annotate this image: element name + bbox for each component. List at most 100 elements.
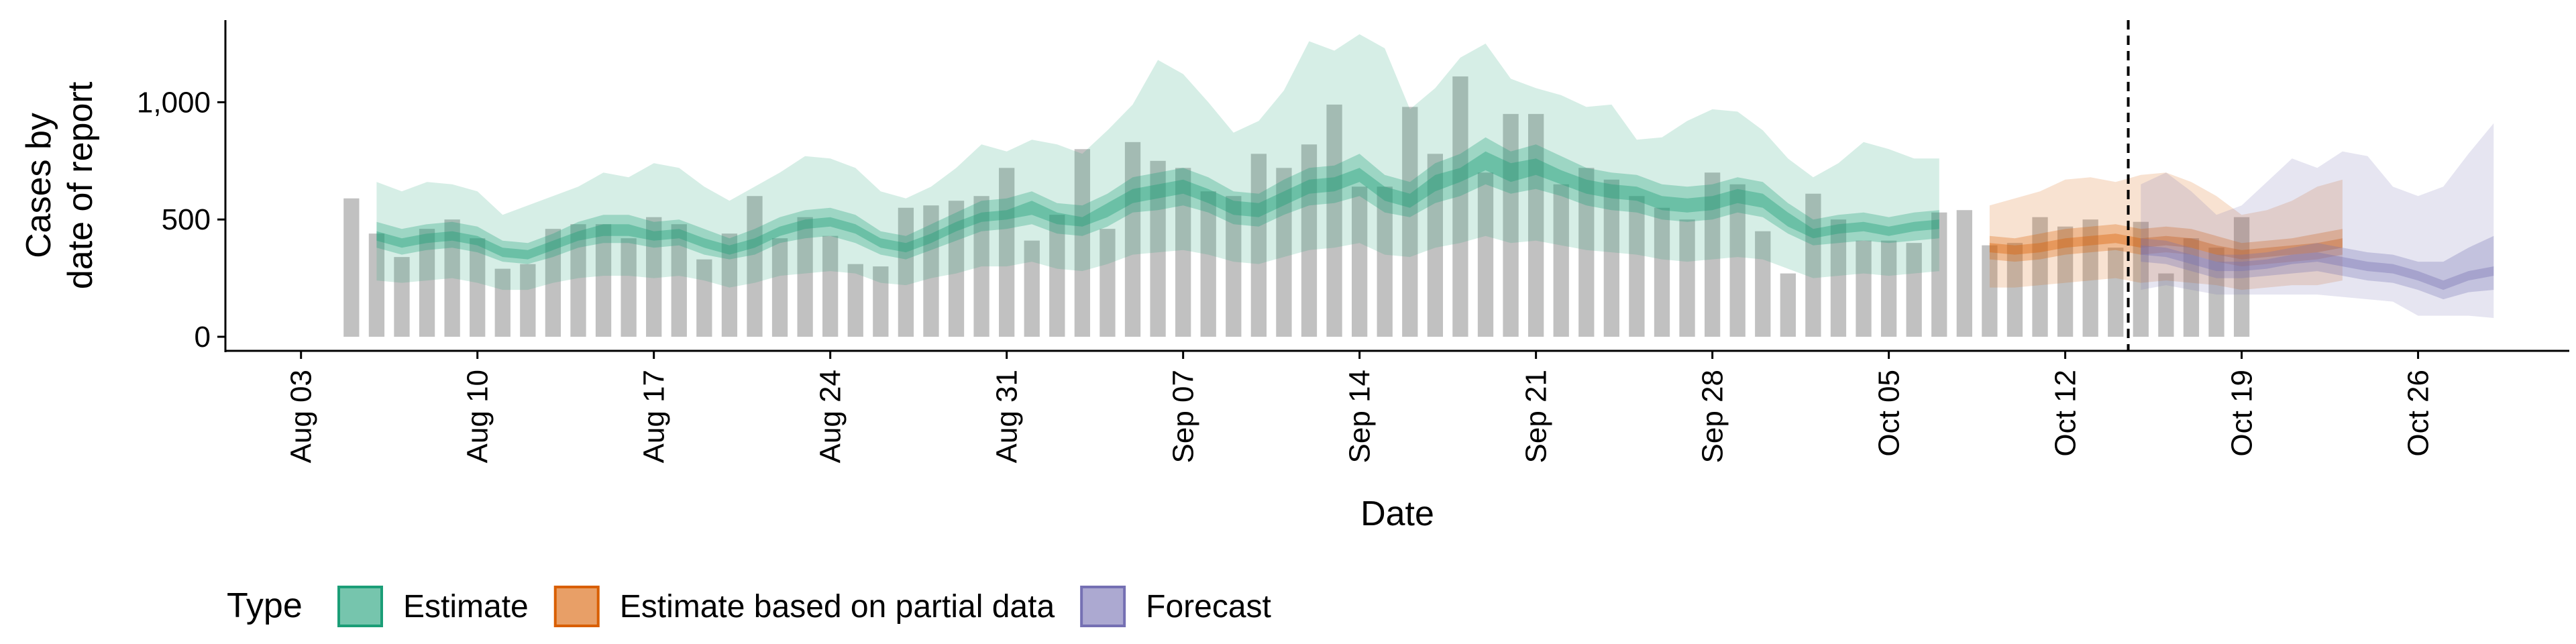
reported-cases-bar bbox=[1427, 154, 1444, 337]
reported-cases-bar bbox=[621, 238, 637, 337]
reported-cases-bar bbox=[1301, 144, 1318, 337]
legend-swatch bbox=[1080, 586, 1126, 627]
reported-cases-bar bbox=[1856, 240, 1872, 337]
axes: 0 500 1,000 Aug 03 Aug 10 Aug 17 Aug 24 Aug 31 S… bbox=[19, 20, 2569, 533]
y-tick-label: 500 bbox=[162, 203, 211, 236]
reported-cases-bar bbox=[1629, 196, 1645, 337]
reported-cases-bar bbox=[1452, 76, 1468, 337]
plot-area bbox=[343, 20, 2494, 351]
reported-cases-bar bbox=[822, 235, 839, 337]
legend-label: Estimate based on partial data bbox=[620, 589, 1055, 625]
x-tick-label: Sep 28 bbox=[1697, 370, 1729, 463]
x-tick-label: Aug 10 bbox=[462, 370, 494, 463]
reported-cases-bar bbox=[1755, 231, 1771, 337]
reported-cases-bar bbox=[999, 168, 1015, 337]
reported-cases-bar bbox=[545, 229, 561, 337]
reported-cases-bar bbox=[1553, 184, 1569, 337]
reported-cases-bar bbox=[444, 219, 460, 337]
y-axis-title-line: date of report bbox=[61, 81, 100, 289]
legend-swatch bbox=[553, 586, 600, 627]
estimate-ci20-band bbox=[376, 151, 1939, 260]
reported-cases-bar bbox=[494, 268, 511, 337]
reported-cases-bar bbox=[343, 198, 360, 337]
reported-cases-bar bbox=[721, 233, 738, 337]
x-tick-label: Aug 24 bbox=[814, 370, 847, 463]
legend-title: Type bbox=[227, 586, 303, 625]
estimate-based-on-partial-data-ci90-band bbox=[1989, 172, 2343, 290]
reported-cases-bar bbox=[1830, 219, 1847, 337]
reported-cases-bar bbox=[1477, 172, 1494, 337]
reported-cases-bar bbox=[646, 217, 662, 337]
reported-cases-bar bbox=[873, 266, 889, 337]
reported-cases-bar bbox=[1906, 243, 1922, 337]
reported-cases-bar bbox=[394, 257, 410, 337]
reported-cases-bar bbox=[2032, 217, 2048, 337]
x-tick-label: Oct 05 bbox=[1873, 370, 1906, 457]
reported-cases-bar bbox=[923, 205, 939, 337]
reported-cases-bar bbox=[2158, 273, 2174, 337]
reported-cases-bar bbox=[2082, 219, 2098, 337]
reported-cases-bar bbox=[1729, 184, 1746, 337]
reported-cases-bar bbox=[1276, 168, 1292, 337]
estimate-based-on-partial-data-ci20-band bbox=[1989, 233, 2343, 260]
reported-cases-bar bbox=[1527, 113, 1544, 337]
legend-swatch bbox=[337, 586, 383, 627]
legend: Type Estimate Estimate based on partial da… bbox=[227, 586, 1271, 627]
estimate-ci90-band bbox=[376, 34, 1939, 290]
reported-cases-bar bbox=[1150, 160, 1166, 337]
reported-cases-bar bbox=[368, 233, 385, 337]
reported-cases-bar bbox=[1124, 142, 1141, 337]
reported-cases-bar bbox=[1402, 107, 1418, 337]
reported-cases-bar bbox=[1377, 186, 1393, 337]
reported-cases-bar bbox=[1326, 104, 1342, 337]
reported-cases-bar bbox=[1099, 229, 1116, 337]
y-tick-label: 1,000 bbox=[137, 86, 211, 119]
forecast-ci90-band bbox=[2141, 123, 2494, 319]
x-tick-label: Aug 03 bbox=[285, 370, 318, 463]
legend-label: Estimate bbox=[403, 589, 529, 625]
reported-cases-bar bbox=[1956, 210, 1972, 337]
reported-cases-bar bbox=[898, 207, 914, 337]
reported-cases-bar bbox=[2057, 226, 2074, 337]
reported-cases-bar bbox=[1226, 196, 1242, 337]
reported-cases-bar bbox=[747, 196, 763, 337]
x-tick-label: Aug 17 bbox=[638, 370, 671, 463]
reported-cases-bar bbox=[1024, 240, 1040, 337]
reported-cases-bar bbox=[520, 264, 536, 337]
x-axis-title: Date bbox=[1360, 494, 1434, 533]
reported-cases-bar bbox=[1200, 191, 1216, 337]
reported-cases-bar bbox=[2208, 248, 2224, 337]
reported-cases-bar bbox=[973, 196, 989, 337]
reported-cases-bar bbox=[1982, 245, 1998, 337]
reported-cases-bar bbox=[1654, 207, 1670, 337]
reported-cases-bar bbox=[1679, 219, 1695, 337]
y-axis-title: Cases bydate of report bbox=[19, 81, 100, 289]
x-tick-label: Sep 14 bbox=[1344, 370, 1377, 463]
y-axis-title-line: Cases by bbox=[19, 113, 58, 258]
reported-cases-bar bbox=[470, 238, 486, 337]
forecast-ci20-band bbox=[2141, 245, 2494, 290]
reported-cases-bar bbox=[696, 259, 712, 337]
x-tick-label: Sep 21 bbox=[1520, 370, 1553, 463]
x-tick-label: Oct 26 bbox=[2402, 370, 2435, 457]
reported-cases-bar bbox=[1603, 179, 1619, 337]
reported-cases-bar bbox=[2183, 238, 2200, 337]
forecast-ci50-band bbox=[2141, 235, 2494, 300]
reported-cases-bar bbox=[847, 264, 863, 337]
reported-cases-bar bbox=[1880, 240, 1897, 337]
legend-label: Forecast bbox=[1146, 589, 1271, 625]
x-tick-label: Aug 31 bbox=[991, 370, 1024, 463]
estimate-ci50-band bbox=[376, 137, 1939, 264]
reported-cases-bar bbox=[1503, 113, 1519, 337]
reported-cases-bar bbox=[771, 238, 788, 337]
reported-cases-bar bbox=[1931, 212, 1947, 337]
reported-cases-bar bbox=[595, 224, 612, 337]
x-tick-label: Oct 19 bbox=[2226, 370, 2259, 457]
reported-cases-bar bbox=[671, 224, 687, 337]
reported-cases-bar bbox=[1351, 186, 1368, 337]
reported-cases-bar bbox=[948, 201, 965, 337]
reported-cases-bar bbox=[1805, 193, 1821, 337]
reported-cases-bar bbox=[1704, 172, 1721, 337]
reported-cases-bar bbox=[1250, 154, 1267, 337]
